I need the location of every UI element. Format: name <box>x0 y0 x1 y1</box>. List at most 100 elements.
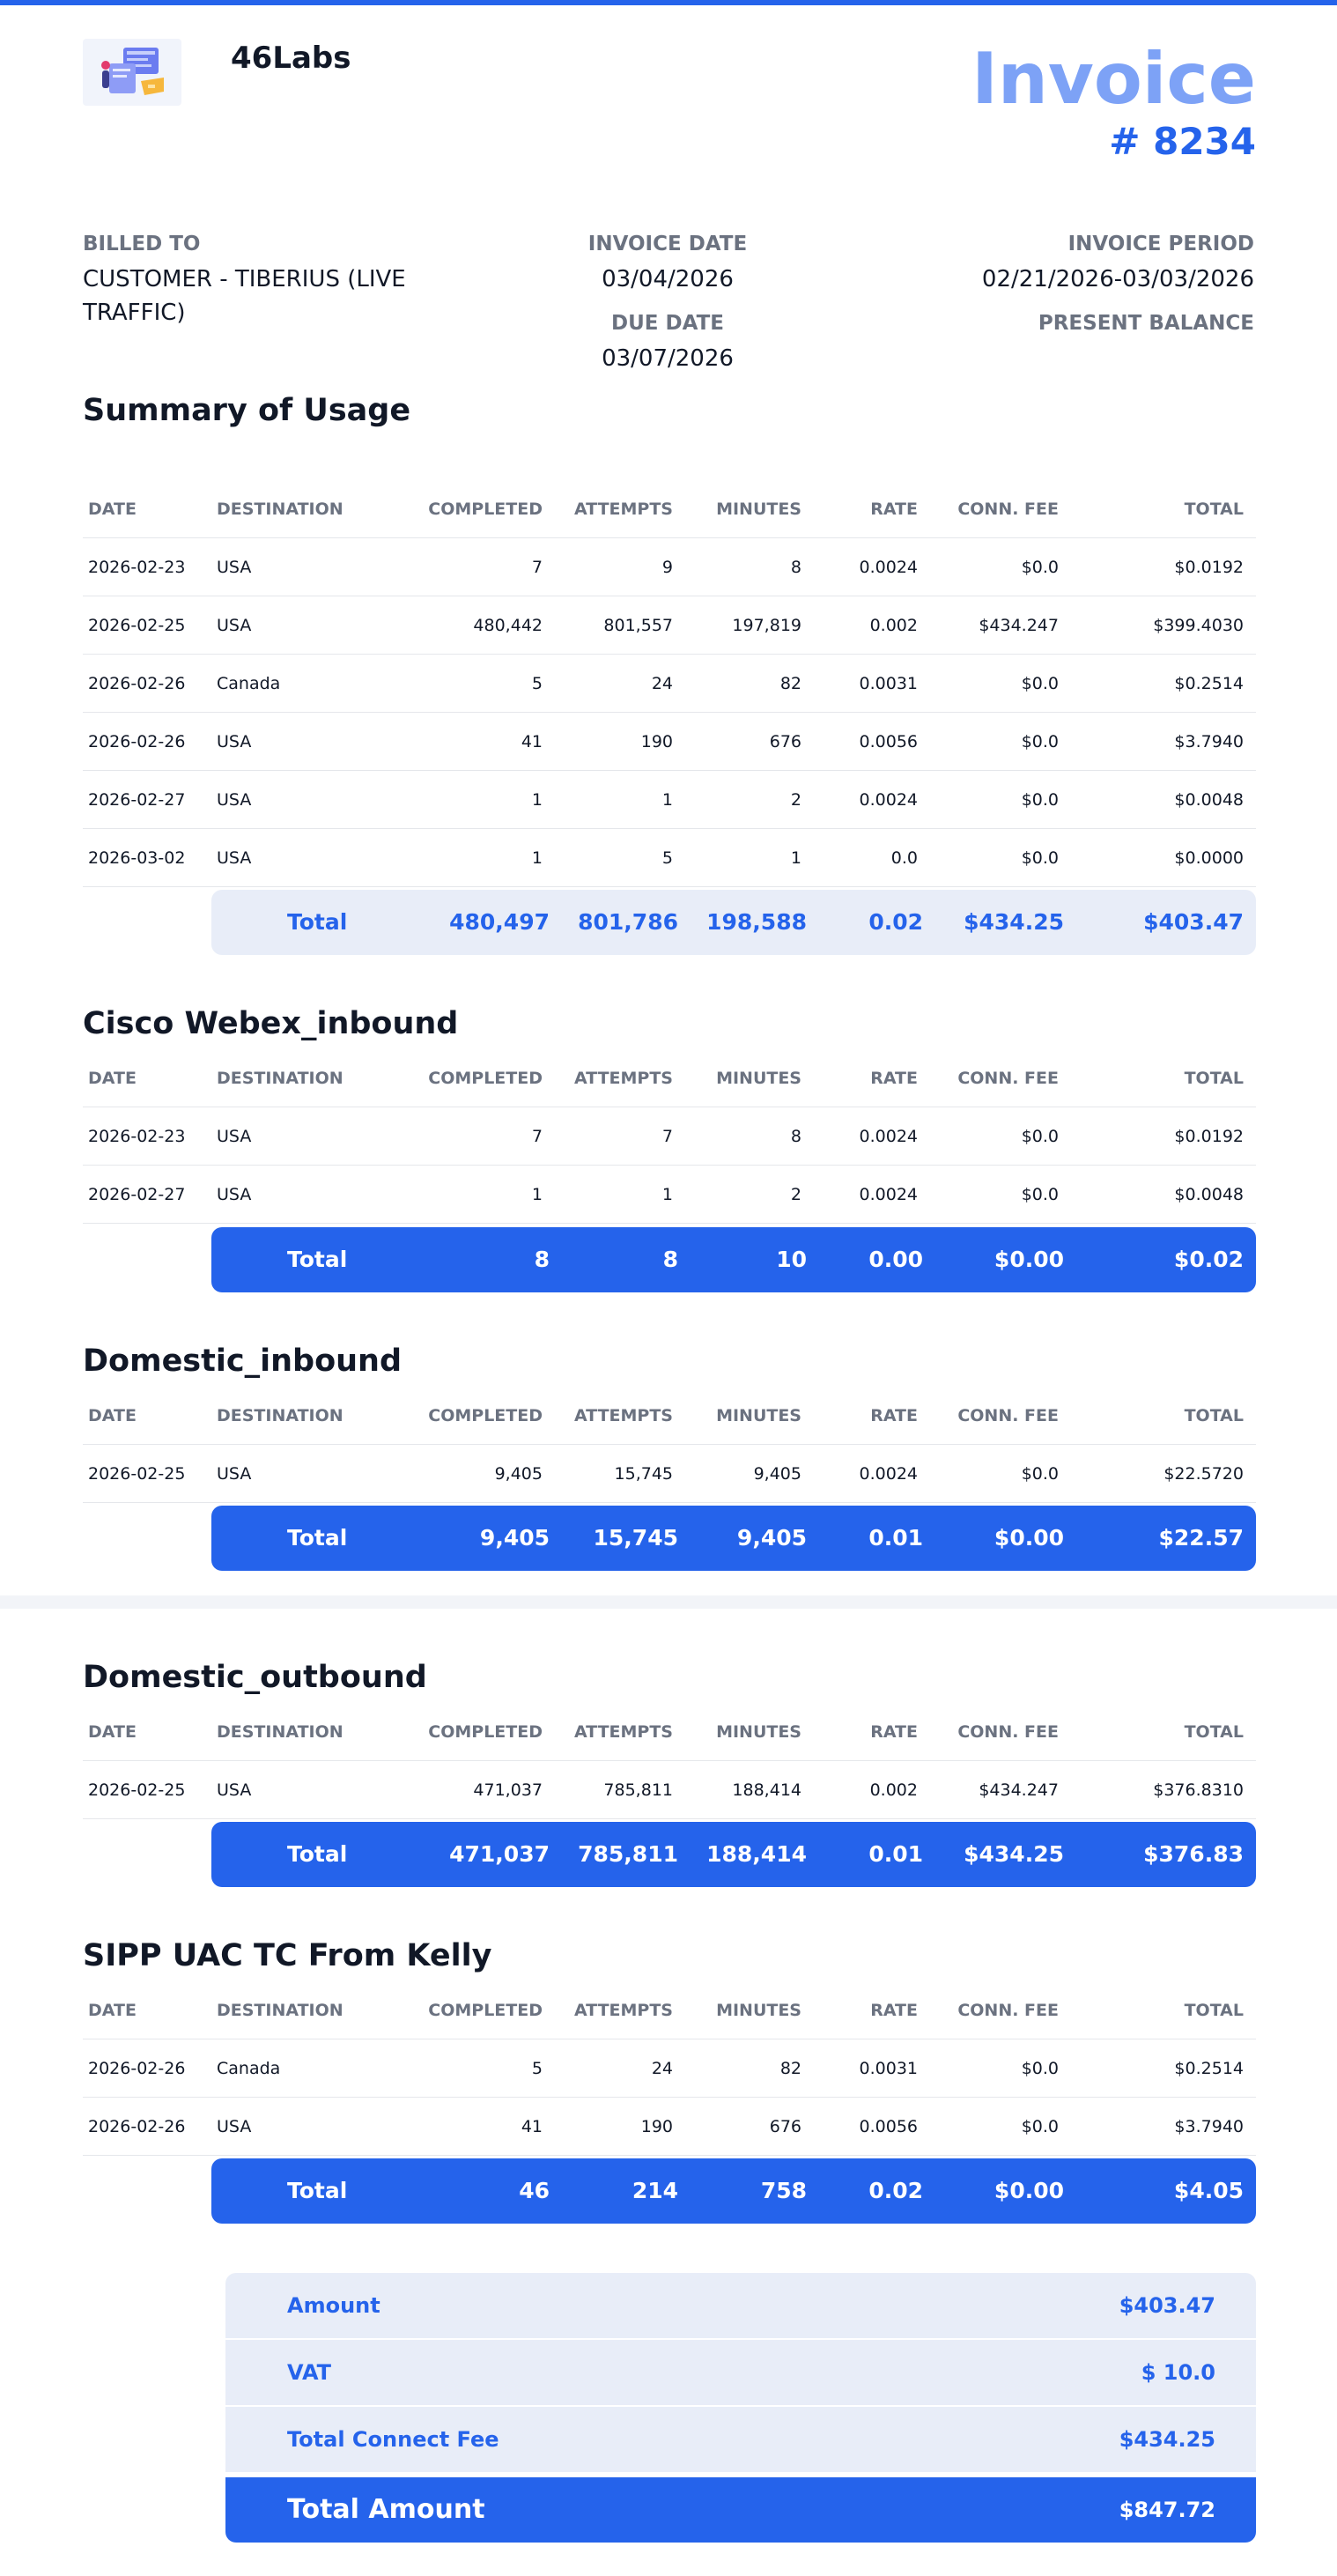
summary-vat-value: $ 10.0 <box>1141 2360 1215 2385</box>
cell-completed: 471,037 <box>473 1780 543 1800</box>
cell-destination: USA <box>217 732 252 751</box>
top-accent-bar <box>0 0 1337 5</box>
total-attempts: 801,786 <box>578 909 678 935</box>
total-minutes: 758 <box>760 2178 807 2203</box>
table-row: 2026-02-26 Canada 5 24 82 0.0031 $0.0 $0.2514 <box>83 2039 1256 2098</box>
cell-date: 2026-02-23 <box>88 1127 186 1146</box>
table-row: 2026-02-23 USA 7 9 8 0.0024 $0.0 $0.0192 <box>83 538 1256 596</box>
column-header-attempts: ATTEMPTS <box>573 1406 673 1425</box>
cell-destination: USA <box>217 1127 252 1146</box>
cell-destination: USA <box>217 2117 252 2136</box>
total-label: Total <box>287 1525 348 1551</box>
cell-attempts: 190 <box>640 2117 673 2136</box>
cell-conn-fee: $0.0 <box>1021 790 1059 810</box>
cell-date: 2026-02-25 <box>88 1464 186 1484</box>
cell-attempts: 24 <box>651 2059 673 2078</box>
column-header-rate: RATE <box>870 1722 918 1742</box>
cell-completed: 7 <box>531 558 543 577</box>
cell-conn-fee: $434.247 <box>979 1780 1059 1800</box>
cell-conn-fee: $0.0 <box>1021 732 1059 751</box>
cell-total: $3.7940 <box>1174 2117 1244 2136</box>
invoice-illustration-icon <box>101 48 164 95</box>
cell-rate: 0.0031 <box>859 674 918 693</box>
cell-minutes: 188,414 <box>732 1780 801 1800</box>
cell-destination: USA <box>217 790 252 810</box>
cell-rate: 0.0056 <box>859 732 918 751</box>
summary-connect-fee-label: Total Connect Fee <box>287 2427 499 2452</box>
section-total-bar: Total 9,405 15,745 9,405 0.01 $0.00 $22.57 <box>211 1506 1256 1571</box>
summary-connect-fee-value: $434.25 <box>1119 2427 1215 2452</box>
column-header-completed: COMPLETED <box>428 2001 543 2020</box>
total-completed: 8 <box>534 1247 550 1272</box>
cell-rate: 0.002 <box>869 1780 918 1800</box>
cell-rate: 0.0024 <box>859 1185 918 1204</box>
total-minutes: 188,414 <box>706 1841 807 1867</box>
summary-amount-row: Amount $403.47 <box>225 2273 1256 2338</box>
cell-total: $0.2514 <box>1174 674 1244 693</box>
total-completed: 471,037 <box>449 1841 550 1867</box>
total-attempts: 214 <box>632 2178 678 2203</box>
table-row: 2026-02-27 USA 1 1 2 0.0024 $0.0 $0.0048 <box>83 1166 1256 1224</box>
due-date-label: DUE DATE <box>611 312 724 335</box>
cell-attempts: 785,811 <box>603 1780 673 1800</box>
cell-conn-fee: $0.0 <box>1021 848 1059 868</box>
cell-date: 2026-02-25 <box>88 616 186 635</box>
cell-total: $0.0048 <box>1174 1185 1244 1204</box>
cell-attempts: 24 <box>651 674 673 693</box>
total-total: $22.57 <box>1158 1525 1244 1551</box>
column-header-attempts: ATTEMPTS <box>573 1722 673 1742</box>
cell-completed: 41 <box>521 732 543 751</box>
table-row: 2026-02-23 USA 7 7 8 0.0024 $0.0 $0.0192 <box>83 1107 1256 1166</box>
section-title: Domestic_outbound <box>83 1660 427 1695</box>
total-conn-fee: $0.00 <box>994 2178 1064 2203</box>
column-header-rate: RATE <box>870 1069 918 1088</box>
cell-minutes: 82 <box>779 2059 801 2078</box>
column-header-total: TOTAL <box>1184 1406 1244 1425</box>
column-header-minutes: MINUTES <box>716 2001 801 2020</box>
cell-date: 2026-02-26 <box>88 2117 186 2136</box>
cell-conn-fee: $0.0 <box>1021 1464 1059 1484</box>
column-header-conn-fee: CONN. FEE <box>957 2001 1059 2020</box>
total-total: $376.83 <box>1143 1841 1244 1867</box>
cell-destination: Canada <box>217 674 281 693</box>
total-minutes: 9,405 <box>736 1525 807 1551</box>
cell-total: $0.0192 <box>1174 1127 1244 1146</box>
cell-date: 2026-02-25 <box>88 1780 186 1800</box>
total-minutes: 10 <box>776 1247 807 1272</box>
cell-date: 2026-02-27 <box>88 790 186 810</box>
cell-minutes: 197,819 <box>732 616 801 635</box>
cell-rate: 0.0024 <box>859 790 918 810</box>
cell-minutes: 9,405 <box>753 1464 801 1484</box>
cell-completed: 480,442 <box>473 616 543 635</box>
column-header-completed: COMPLETED <box>428 1069 543 1088</box>
cell-minutes: 82 <box>779 674 801 693</box>
invoice-period-label: INVOICE PERIOD <box>1067 233 1254 255</box>
cell-conn-fee: $0.0 <box>1021 2059 1059 2078</box>
total-conn-fee: $0.00 <box>994 1525 1064 1551</box>
column-header-total: TOTAL <box>1184 2001 1244 2020</box>
table-row: 2026-02-25 USA 471,037 785,811 188,414 0.002 $… <box>83 1761 1256 1819</box>
cell-completed: 1 <box>531 848 543 868</box>
total-rate: 0.00 <box>868 1247 923 1272</box>
total-rate: 0.02 <box>868 2178 923 2203</box>
section-total-bar: Total 8 8 10 0.00 $0.00 $0.02 <box>211 1227 1256 1292</box>
section-title: Cisco Webex_inbound <box>83 1006 459 1041</box>
cell-minutes: 676 <box>769 732 801 751</box>
cell-rate: 0.0024 <box>859 558 918 577</box>
cell-minutes: 1 <box>790 848 801 868</box>
column-header-minutes: MINUTES <box>716 1406 801 1425</box>
column-header-minutes: MINUTES <box>716 1069 801 1088</box>
cell-total: $3.7940 <box>1174 732 1244 751</box>
cell-total: $22.5720 <box>1163 1464 1244 1484</box>
total-label: Total <box>287 2178 348 2203</box>
summary-total-value: $847.72 <box>1119 2498 1215 2522</box>
page-break <box>0 1595 1337 1609</box>
cell-completed: 5 <box>531 2059 543 2078</box>
logo <box>83 39 181 106</box>
section-total-bar: Total 480,497 801,786 198,588 0.02 $434.25 $40… <box>211 890 1256 955</box>
column-header-completed: COMPLETED <box>428 500 543 519</box>
column-header-destination: DESTINATION <box>217 500 343 519</box>
column-header-completed: COMPLETED <box>428 1722 543 1742</box>
summary-total-label: Total Amount <box>287 2494 485 2525</box>
cell-total: $0.0000 <box>1174 848 1244 868</box>
